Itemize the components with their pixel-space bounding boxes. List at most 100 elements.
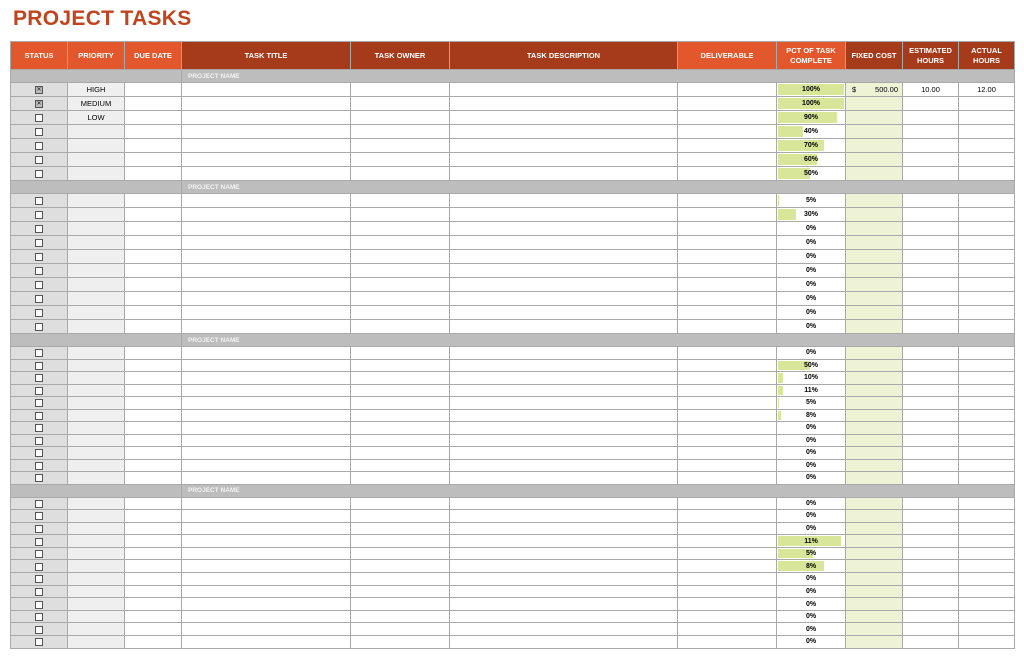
task-owner-cell[interactable] — [350, 584, 450, 599]
estimated-hours-cell[interactable] — [902, 496, 959, 511]
fixed-cost-cell[interactable] — [845, 546, 903, 561]
actual-hours-cell[interactable] — [958, 622, 1015, 637]
fixed-cost-cell[interactable]: $500.00 — [845, 82, 903, 97]
actual-hours-cell[interactable] — [958, 635, 1015, 649]
task-description-cell[interactable] — [449, 305, 678, 320]
pct-complete-cell[interactable]: 0% — [776, 471, 846, 485]
priority-cell[interactable] — [67, 358, 125, 372]
deliverable-cell[interactable] — [677, 138, 777, 153]
task-title-cell[interactable] — [181, 249, 351, 264]
pct-complete-cell[interactable]: 11% — [776, 534, 846, 548]
task-owner-cell[interactable] — [350, 635, 450, 649]
task-owner-cell[interactable] — [350, 124, 450, 139]
fixed-cost-cell[interactable] — [845, 609, 903, 624]
task-owner-cell[interactable] — [350, 358, 450, 372]
deliverable-cell[interactable] — [677, 235, 777, 250]
task-description-cell[interactable] — [449, 496, 678, 511]
header-due-date[interactable]: DUE DATE — [124, 41, 182, 70]
actual-hours-cell[interactable] — [958, 124, 1015, 139]
task-title-cell[interactable] — [181, 509, 351, 523]
status-cell[interactable] — [10, 152, 68, 167]
deliverable-cell[interactable] — [677, 383, 777, 397]
fixed-cost-cell[interactable] — [845, 346, 903, 360]
task-owner-cell[interactable] — [350, 572, 450, 586]
fixed-cost-cell[interactable] — [845, 471, 903, 485]
deliverable-cell[interactable] — [677, 82, 777, 97]
fixed-cost-cell[interactable] — [845, 584, 903, 599]
status-checkbox[interactable] — [35, 128, 43, 136]
task-title-cell[interactable] — [181, 124, 351, 139]
task-title-cell[interactable] — [181, 152, 351, 167]
task-owner-cell[interactable] — [350, 291, 450, 306]
deliverable-cell[interactable] — [677, 496, 777, 511]
status-checkbox[interactable] — [35, 239, 43, 247]
status-cell[interactable] — [10, 193, 68, 208]
due-date-cell[interactable] — [124, 358, 182, 372]
pct-complete-cell[interactable]: 0% — [776, 622, 846, 637]
fixed-cost-cell[interactable] — [845, 221, 903, 236]
task-title-cell[interactable] — [181, 521, 351, 536]
deliverable-cell[interactable] — [677, 458, 777, 472]
deliverable-cell[interactable] — [677, 534, 777, 548]
actual-hours-cell[interactable] — [958, 96, 1015, 111]
deliverable-cell[interactable] — [677, 509, 777, 523]
deliverable-cell[interactable] — [677, 371, 777, 385]
task-title-cell[interactable] — [181, 110, 351, 125]
status-cell[interactable] — [10, 138, 68, 153]
status-cell[interactable] — [10, 546, 68, 561]
estimated-hours-cell[interactable]: 10.00 — [902, 82, 959, 97]
priority-cell[interactable] — [67, 152, 125, 167]
pct-complete-cell[interactable]: 50% — [776, 166, 846, 181]
deliverable-cell[interactable] — [677, 446, 777, 460]
task-title-cell[interactable] — [181, 358, 351, 372]
task-owner-cell[interactable] — [350, 138, 450, 153]
task-owner-cell[interactable] — [350, 249, 450, 264]
deliverable-cell[interactable] — [677, 635, 777, 649]
actual-hours-cell[interactable] — [958, 609, 1015, 624]
estimated-hours-cell[interactable] — [902, 152, 959, 167]
header-actual-hours[interactable]: ACTUAL HOURS — [958, 41, 1015, 70]
actual-hours-cell[interactable] — [958, 584, 1015, 599]
pct-complete-cell[interactable]: 50% — [776, 358, 846, 372]
estimated-hours-cell[interactable] — [902, 408, 959, 422]
actual-hours-cell[interactable] — [958, 559, 1015, 574]
pct-complete-cell[interactable]: 0% — [776, 421, 846, 435]
deliverable-cell[interactable] — [677, 305, 777, 320]
task-title-cell[interactable] — [181, 305, 351, 320]
priority-cell[interactable] — [67, 572, 125, 586]
actual-hours-cell[interactable] — [958, 193, 1015, 208]
estimated-hours-cell[interactable] — [902, 622, 959, 637]
status-checkbox[interactable] — [35, 197, 43, 205]
status-checkbox[interactable] — [35, 550, 43, 559]
task-owner-cell[interactable] — [350, 383, 450, 397]
fixed-cost-cell[interactable] — [845, 371, 903, 385]
due-date-cell[interactable] — [124, 96, 182, 111]
due-date-cell[interactable] — [124, 421, 182, 435]
task-owner-cell[interactable] — [350, 597, 450, 611]
fixed-cost-cell[interactable] — [845, 249, 903, 264]
status-cell[interactable] — [10, 572, 68, 586]
task-description-cell[interactable] — [449, 622, 678, 637]
due-date-cell[interactable] — [124, 471, 182, 485]
status-checkbox[interactable] — [35, 575, 43, 584]
estimated-hours-cell[interactable] — [902, 635, 959, 649]
status-cell[interactable] — [10, 371, 68, 385]
status-cell[interactable] — [10, 358, 68, 372]
deliverable-cell[interactable] — [677, 166, 777, 181]
priority-cell[interactable] — [67, 421, 125, 435]
status-checkbox[interactable] — [35, 587, 43, 596]
task-description-cell[interactable] — [449, 446, 678, 460]
estimated-hours-cell[interactable] — [902, 534, 959, 548]
project-name-label[interactable]: PROJECT NAME — [188, 336, 240, 344]
estimated-hours-cell[interactable] — [902, 249, 959, 264]
status-cell[interactable] — [10, 622, 68, 637]
status-cell[interactable] — [10, 446, 68, 460]
due-date-cell[interactable] — [124, 534, 182, 548]
status-checkbox[interactable] — [35, 267, 43, 275]
header-priority[interactable]: PRIORITY — [67, 41, 125, 70]
status-cell[interactable] — [10, 221, 68, 236]
fixed-cost-cell[interactable] — [845, 291, 903, 306]
fixed-cost-cell[interactable] — [845, 152, 903, 167]
pct-complete-cell[interactable]: 0% — [776, 446, 846, 460]
task-description-cell[interactable] — [449, 546, 678, 561]
